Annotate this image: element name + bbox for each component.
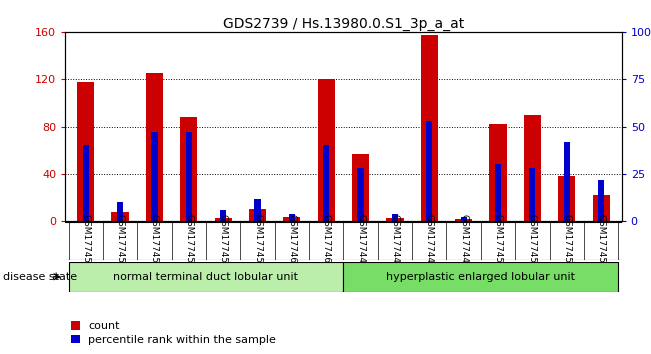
Bar: [392, 214, 398, 221]
Text: GSM177454: GSM177454: [81, 214, 90, 268]
Bar: [249, 210, 266, 221]
Bar: [426, 121, 432, 221]
Bar: [558, 176, 575, 221]
Bar: [283, 217, 301, 221]
Text: normal terminal duct lobular unit: normal terminal duct lobular unit: [113, 272, 298, 282]
Legend: count, percentile rank within the sample: count, percentile rank within the sample: [71, 321, 276, 345]
Bar: [564, 142, 570, 221]
Bar: [421, 35, 438, 221]
Text: GSM177456: GSM177456: [150, 213, 159, 269]
Bar: [117, 202, 123, 221]
Bar: [186, 132, 192, 221]
Bar: [151, 132, 158, 221]
Bar: [215, 218, 232, 221]
Bar: [180, 117, 197, 221]
Bar: [220, 210, 227, 221]
Text: GSM177461: GSM177461: [322, 213, 331, 269]
Bar: [352, 154, 369, 221]
Text: GSM177459: GSM177459: [253, 213, 262, 269]
Bar: [386, 218, 404, 221]
Bar: [289, 214, 295, 221]
Text: disease state: disease state: [3, 272, 77, 282]
Text: GSM177450: GSM177450: [493, 213, 503, 269]
Text: GSM177449: GSM177449: [459, 214, 468, 268]
Bar: [490, 124, 506, 221]
Bar: [455, 219, 472, 221]
Text: GSM177460: GSM177460: [287, 213, 296, 269]
Text: GSM177458: GSM177458: [219, 213, 228, 269]
Text: GSM177457: GSM177457: [184, 213, 193, 269]
Bar: [83, 145, 89, 221]
Bar: [111, 212, 129, 221]
Bar: [529, 168, 536, 221]
Bar: [460, 217, 467, 221]
FancyBboxPatch shape: [343, 262, 618, 292]
Text: hyperplastic enlarged lobular unit: hyperplastic enlarged lobular unit: [386, 272, 575, 282]
Text: GSM177448: GSM177448: [425, 214, 434, 268]
FancyBboxPatch shape: [68, 262, 343, 292]
Text: GSM177447: GSM177447: [391, 214, 400, 268]
Bar: [524, 115, 541, 221]
Bar: [323, 145, 329, 221]
Bar: [592, 195, 610, 221]
Bar: [318, 79, 335, 221]
Bar: [495, 164, 501, 221]
Bar: [77, 81, 94, 221]
Text: GSM177452: GSM177452: [562, 214, 571, 268]
Bar: [357, 168, 364, 221]
Text: GSM177455: GSM177455: [116, 213, 124, 269]
Text: GSM177451: GSM177451: [528, 213, 537, 269]
Bar: [146, 73, 163, 221]
Bar: [255, 199, 260, 221]
Text: GSM177453: GSM177453: [596, 213, 605, 269]
Title: GDS2739 / Hs.13980.0.S1_3p_a_at: GDS2739 / Hs.13980.0.S1_3p_a_at: [223, 17, 464, 31]
Text: GSM177446: GSM177446: [356, 214, 365, 268]
Bar: [598, 179, 604, 221]
